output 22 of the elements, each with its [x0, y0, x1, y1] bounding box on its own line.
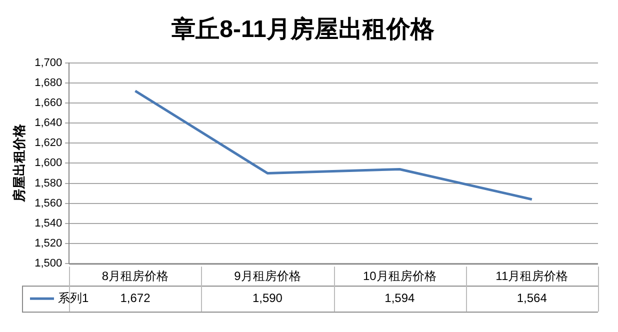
y-tick-label: 1,660 [34, 96, 62, 109]
legend-label: 系列1 [58, 290, 89, 305]
y-tick-label: 1,620 [34, 137, 62, 150]
x-tick-label: 11月租房价格 [496, 269, 568, 284]
y-tick-label: 1,560 [34, 197, 62, 210]
x-tick-label: 9月租房价格 [234, 269, 301, 284]
data-label: 1,672 [120, 290, 151, 305]
x-tick-label: 8月租房价格 [102, 269, 169, 284]
x-tick-label: 10月租房价格 [362, 269, 436, 284]
y-tick-label: 1,580 [34, 177, 62, 190]
data-label: 1,590 [252, 290, 283, 305]
y-tick-label: 1,540 [34, 217, 62, 230]
y-axis-title: 房屋出租价格 [11, 123, 26, 204]
y-tick-label: 1,680 [34, 76, 62, 89]
y-tick-label: 1,700 [34, 56, 62, 69]
y-tick-label: 1,600 [34, 157, 62, 170]
chart-title: 章丘8-11月房屋出租价格 [170, 16, 436, 44]
y-tick-label: 1,500 [34, 258, 62, 270]
y-tick-label: 1,520 [34, 238, 62, 250]
data-label: 1,594 [384, 290, 416, 305]
data-label: 1,564 [516, 290, 548, 305]
y-tick-label: 1,640 [34, 117, 62, 130]
